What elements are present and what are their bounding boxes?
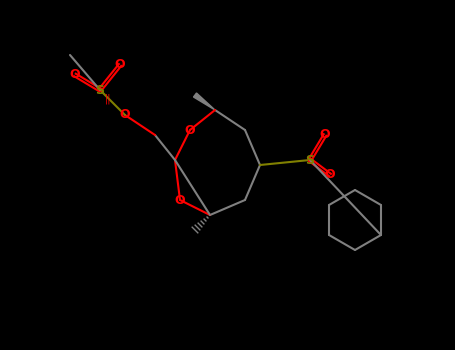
- Text: S: S: [305, 154, 314, 167]
- Text: O: O: [325, 168, 335, 182]
- Polygon shape: [193, 93, 215, 110]
- Text: S: S: [96, 84, 105, 97]
- Text: O: O: [120, 108, 130, 121]
- Text: ||: ||: [105, 94, 111, 105]
- Text: O: O: [175, 194, 185, 206]
- Text: O: O: [185, 124, 195, 136]
- Text: O: O: [115, 58, 125, 71]
- Text: O: O: [70, 69, 81, 82]
- Text: O: O: [320, 128, 330, 141]
